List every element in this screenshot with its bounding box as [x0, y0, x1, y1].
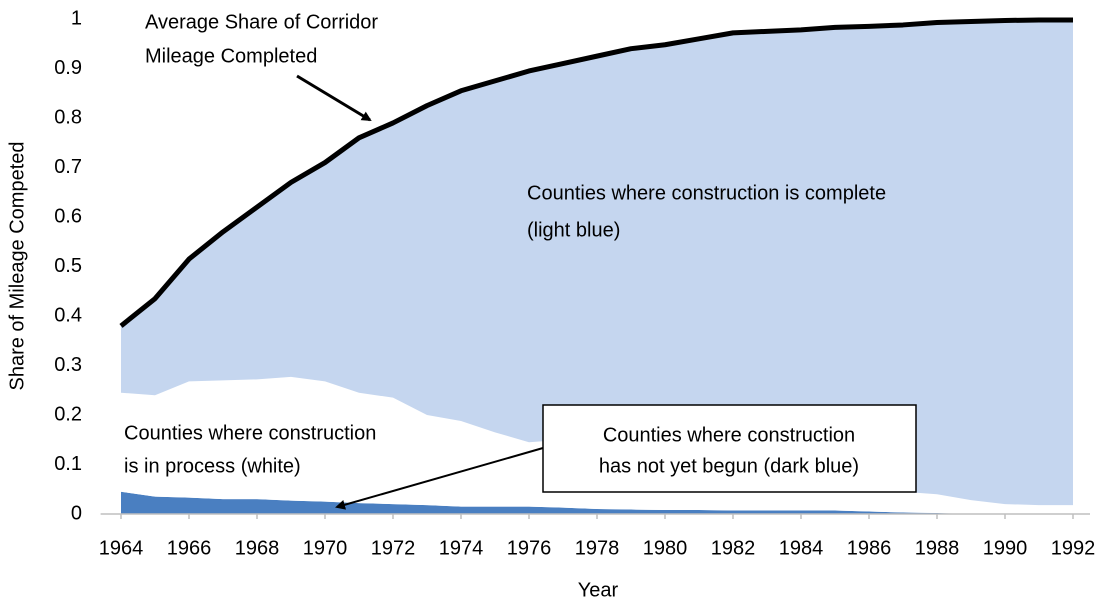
area [121, 376, 1073, 514]
annotation: Counties where construction [603, 424, 855, 446]
y-tick-label: 0.1 [54, 453, 82, 475]
x-tick-label: 1986 [847, 537, 892, 559]
x-tick-label: 1970 [303, 537, 348, 559]
y-tick-label: 1 [71, 7, 82, 29]
x-axis-title: Year [578, 579, 619, 601]
x-tick-label: 1990 [983, 537, 1028, 559]
y-tick-label: 0.6 [54, 205, 82, 227]
annotation: Average Share of Corridor [145, 11, 378, 33]
annotation-box [542, 404, 917, 493]
x-tick-label: 1966 [167, 537, 212, 559]
x-tick-label: 1972 [371, 537, 416, 559]
arrow [335, 447, 544, 510]
annotation: is in process (white) [124, 455, 301, 477]
x-tick-label: 1976 [507, 537, 552, 559]
y-tick-label: 0.2 [54, 403, 82, 425]
annotation: (light blue) [527, 219, 620, 241]
line [119, 17, 1073, 328]
arrow [296, 74, 372, 122]
annotation: Mileage Completed [145, 45, 317, 67]
annotation: Counties where construction [124, 422, 376, 444]
y-tick-label: 0.8 [54, 106, 82, 128]
area [121, 491, 1073, 514]
x-tick-label: 1978 [575, 537, 620, 559]
y-tick-label: 0.7 [54, 156, 82, 178]
x-tick-label: 1984 [779, 537, 824, 559]
x-tick-label: 1964 [99, 537, 144, 559]
area [121, 19, 1073, 506]
y-tick-label: 0.5 [54, 255, 82, 277]
x-tick-label: 1974 [439, 537, 484, 559]
annotation: Counties where construction is complete [527, 182, 886, 204]
x-tick-label: 1992 [1051, 537, 1096, 559]
x-tick-label: 1982 [711, 537, 756, 559]
y-tick-label: 0.3 [54, 354, 82, 376]
y-tick-label: 0 [71, 502, 82, 524]
y-axis-title: Share of Mileage Competed [6, 141, 28, 390]
x-tick-label: 1980 [643, 537, 688, 559]
x-tick-label: 1988 [915, 537, 960, 559]
y-tick-label: 0.9 [54, 57, 82, 79]
y-tick-label: 0.4 [54, 304, 82, 326]
x-tick-label: 1968 [235, 537, 280, 559]
plot-area [119, 17, 1073, 514]
annotation: has not yet begun (dark blue) [599, 455, 859, 477]
